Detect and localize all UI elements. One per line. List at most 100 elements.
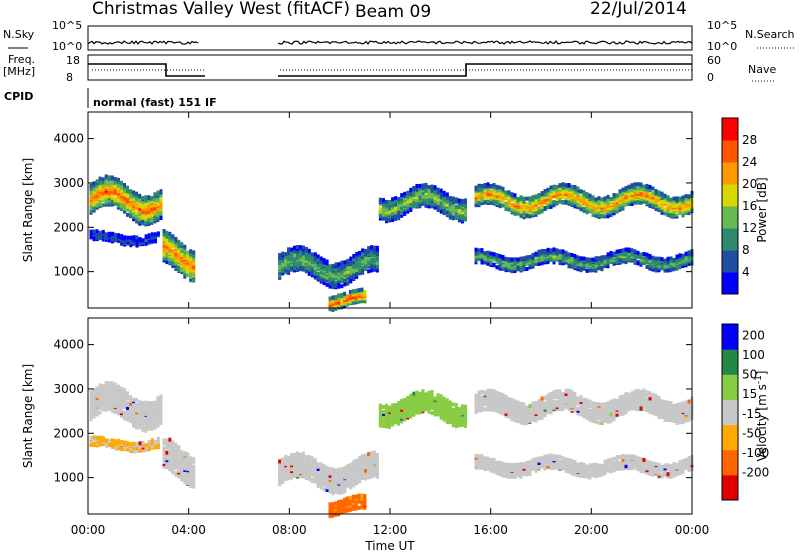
power-cell: [477, 191, 481, 195]
power-cell: [621, 248, 625, 253]
velocity-cell: [385, 403, 388, 408]
velocity-cell: [355, 461, 359, 465]
power-cell: [486, 198, 490, 203]
power-cell: [442, 197, 446, 202]
velocity-cell: [307, 465, 311, 470]
power-cell: [600, 267, 604, 272]
power-cell: [361, 254, 365, 259]
power-cell: [504, 256, 508, 261]
velocity-cell: [150, 409, 154, 414]
power-cell: [531, 255, 535, 260]
power-cell: [597, 196, 601, 201]
power-cell: [663, 193, 667, 198]
velocity-cell: [319, 485, 323, 490]
velocity-cell: [361, 472, 365, 477]
power-cell: [385, 208, 388, 213]
power-colorbar-segment: [722, 250, 738, 273]
freq-tick-high: 18: [66, 54, 80, 67]
power-cell: [427, 185, 431, 190]
power-cell: [618, 205, 622, 210]
power-cell: [107, 202, 111, 207]
power-cell: [346, 275, 350, 280]
power-cell: [546, 258, 550, 263]
velocity-cell: [147, 422, 151, 427]
power-cell: [403, 191, 407, 196]
power-cell: [132, 235, 136, 240]
power-cell: [477, 187, 481, 192]
velocity-cell: [334, 488, 338, 493]
velocity-cell: [132, 420, 136, 425]
power-cell: [107, 175, 111, 180]
velocity-cell: [153, 400, 157, 405]
power-cell: [354, 288, 358, 293]
power-cell: [513, 257, 517, 262]
power-cell: [489, 251, 493, 256]
velocity-cell: [370, 451, 373, 456]
nsky-tick-low: 10^0: [52, 40, 82, 53]
power-cell: [391, 217, 395, 222]
power-cell: [138, 237, 142, 242]
power-cell: [281, 256, 285, 261]
velocity-cell: [153, 439, 157, 444]
velocity-cell: [310, 472, 314, 477]
power-cell: [348, 299, 352, 304]
velocity-cell: [192, 482, 196, 487]
velocity-cell: [174, 457, 178, 462]
velocity-cell: [343, 489, 347, 494]
power-cell: [135, 235, 139, 240]
velocity-cell: [337, 472, 341, 476]
power-cell: [168, 251, 172, 256]
power-cell: [284, 257, 288, 262]
power-cell: [630, 183, 634, 188]
velocity-cell: [549, 391, 553, 396]
power-cell: [645, 265, 649, 269]
velocity-cell: [546, 393, 550, 398]
noise-strip-frame: [87, 25, 693, 51]
power-cell: [448, 214, 452, 219]
power-colorbar-segment: [722, 140, 738, 163]
power-cell: [346, 262, 350, 266]
power-cell: [296, 256, 299, 261]
velocity-cell: [165, 438, 169, 443]
power-cell: [150, 239, 154, 244]
power-cell: [681, 212, 685, 217]
power-cell: [445, 192, 449, 197]
power-cell: [561, 261, 565, 266]
power-cell: [555, 255, 559, 260]
velocity-cell: [159, 394, 163, 399]
velocity-cell: [343, 509, 347, 514]
velocity-cell: [358, 470, 362, 475]
power-cell: [561, 257, 565, 262]
nsky-tick-high: 10^5: [52, 19, 82, 32]
power-cell: [325, 259, 329, 264]
power-cell: [495, 184, 499, 189]
power-cell: [489, 260, 493, 265]
power-cell: [150, 206, 154, 211]
power-cell: [609, 199, 613, 204]
velocity-cell: [189, 456, 193, 461]
power-cell: [141, 203, 145, 208]
velocity-cell: [141, 440, 145, 445]
power-cell: [107, 181, 111, 186]
power-cell: [546, 190, 550, 195]
power-cell: [95, 199, 99, 204]
power-cell: [492, 183, 496, 187]
power-cell: [119, 184, 123, 189]
power-cell: [319, 258, 323, 263]
velocity-cell: [454, 414, 458, 419]
power-cell: [313, 260, 317, 265]
power-cell: [123, 200, 126, 205]
power-cell: [322, 260, 326, 265]
power-cell: [310, 267, 314, 272]
power-cell: [615, 249, 619, 254]
power-cell: [549, 252, 553, 257]
power-cell: [177, 268, 181, 273]
velocity-cell: [174, 471, 178, 476]
velocity-cell: [519, 420, 523, 425]
power-cell: [138, 193, 142, 198]
velocity-cell: [299, 452, 302, 457]
velocity-cell: [552, 390, 556, 395]
velocity-cell: [451, 421, 455, 426]
velocity-cell: [156, 445, 160, 450]
power-cell: [585, 197, 589, 202]
